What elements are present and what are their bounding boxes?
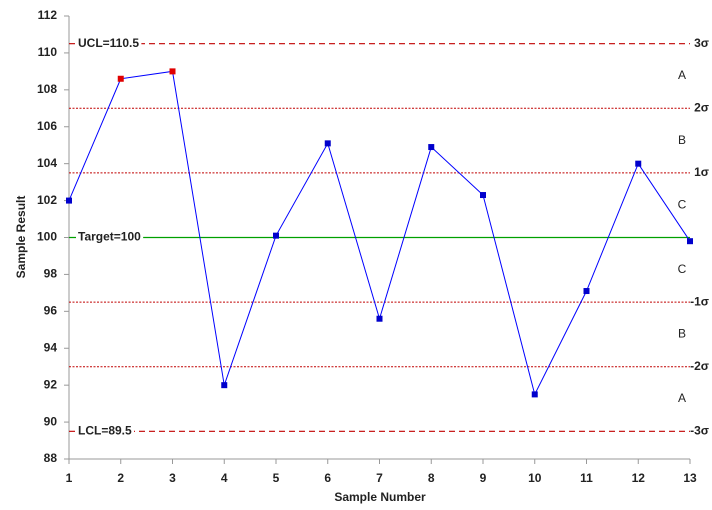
y-axis-title: Sample Result (14, 196, 28, 279)
x-tick-label: 9 (480, 471, 487, 485)
y-tick-label: 100 (37, 230, 57, 244)
y-tick-label: 90 (44, 414, 58, 428)
limit-label-bg (76, 423, 135, 438)
zone-label: B (678, 327, 686, 341)
x-tick-label: 13 (683, 471, 697, 485)
y-tick-label: 94 (44, 340, 58, 354)
x-tick-label: 6 (324, 471, 331, 485)
data-point (531, 391, 538, 398)
zone-label: C (678, 197, 687, 211)
y-tick-label: 98 (44, 267, 58, 281)
y-tick-label: 96 (44, 304, 58, 318)
data-point (583, 288, 590, 295)
limit-label: LCL=89.5 (78, 423, 132, 437)
sigma-label: -2σ (690, 359, 709, 373)
x-tick-label: 11 (580, 471, 593, 485)
y-tick-label: 92 (44, 377, 58, 391)
x-tick-label: 10 (528, 471, 542, 485)
data-line (68, 70, 691, 396)
sigma-label: 3σ (694, 36, 709, 50)
limit-label-bg (76, 35, 142, 50)
sigma-label: 1σ (694, 165, 709, 179)
zone-label: C (678, 262, 687, 276)
y-tick-label: 102 (37, 193, 57, 207)
y-tick-label: 88 (44, 451, 58, 465)
limit-label-bg (76, 229, 144, 244)
data-point (687, 238, 693, 245)
zone-label: A (678, 391, 686, 405)
sigma-label: 2σ (694, 100, 709, 114)
data-point (635, 160, 642, 167)
x-axis-title: Sample Number (334, 490, 426, 504)
data-point (428, 144, 435, 151)
data-point (66, 197, 72, 204)
data-point (376, 315, 383, 322)
limit-label: Target=100 (78, 230, 141, 244)
x-tick-label: 2 (117, 471, 124, 485)
zone-label: B (678, 133, 686, 147)
y-tick-label: 112 (38, 8, 58, 22)
y-tick-label: 104 (37, 156, 57, 170)
limit-label: UCL=110.5 (78, 36, 139, 50)
data-point (273, 232, 279, 239)
zone-label: A (678, 68, 686, 82)
data-point (480, 192, 486, 199)
x-tick-label: 8 (428, 471, 435, 485)
data-point (324, 140, 331, 147)
x-tick-label: 1 (66, 471, 73, 485)
y-tick-label: 108 (37, 82, 57, 96)
x-tick-label: 12 (632, 471, 646, 485)
x-tick-label: 7 (376, 471, 383, 485)
sigma-label: -3σ (690, 423, 709, 437)
x-tick-label: 4 (221, 471, 228, 485)
x-tick-label: 5 (273, 471, 280, 485)
data-point (221, 382, 228, 389)
sigma-label: -1σ (690, 294, 709, 308)
y-tick-label: 106 (37, 119, 57, 133)
data-point (117, 75, 124, 82)
data-point (169, 68, 176, 75)
y-tick-label: 110 (38, 45, 58, 59)
x-tick-label: 3 (169, 471, 176, 485)
